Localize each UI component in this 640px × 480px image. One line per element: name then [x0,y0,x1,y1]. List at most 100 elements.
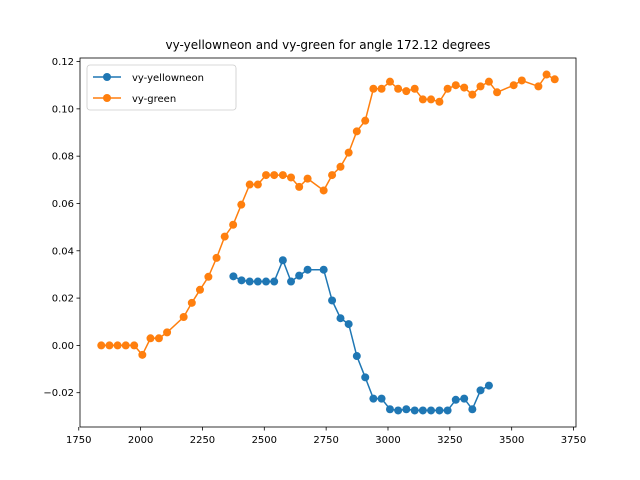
x-tick-label-3750: 3750 [561,435,586,446]
data-point-vy-yellowneon-29 [476,386,485,395]
data-point-vy-green-9 [179,313,188,322]
y-tick-label-3: 0.04 [52,246,74,257]
data-point-vy-green-5 [138,350,147,359]
legend-marker-vy-yellowneon [103,73,111,81]
axes-frame [79,57,577,428]
data-point-vy-yellowneon-27 [460,394,469,403]
legend: vy-yellowneon vy-green [86,64,237,111]
data-point-vy-green-25 [319,186,328,195]
data-point-vy-green-6 [146,334,155,343]
data-point-vy-green-17 [245,180,254,189]
data-point-vy-green-42 [460,83,469,92]
data-point-vy-green-46 [493,88,502,97]
data-point-vy-green-23 [295,182,304,191]
data-point-vy-green-32 [377,84,386,93]
data-point-vy-green-33 [385,77,394,86]
series-line-vy-green [101,73,556,357]
data-point-vy-green-2 [113,341,122,350]
data-point-vy-green-13 [212,253,221,262]
data-point-vy-yellowneon-30 [484,381,493,390]
data-point-vy-green-3 [121,341,130,350]
data-point-vy-yellowneon-5 [270,277,279,286]
data-point-vy-green-16 [237,200,246,209]
data-point-vy-yellowneon-11 [328,296,337,305]
data-point-vy-green-47 [509,81,518,90]
data-point-vy-yellowneon-6 [278,256,287,265]
data-point-vy-green-12 [204,272,213,281]
legend-label-vy-yellowneon: vy-yellowneon [132,73,204,84]
data-point-vy-green-36 [410,84,419,93]
data-point-vy-green-22 [287,173,296,182]
data-point-vy-green-15 [229,220,238,229]
data-point-vy-yellowneon-25 [443,406,452,415]
data-point-vy-green-19 [262,171,271,180]
data-point-vy-green-14 [220,232,229,241]
data-point-vy-green-40 [443,84,452,93]
y-tick-label-4: 0.06 [52,199,74,210]
data-point-vy-yellowneon-4 [262,277,271,286]
y-tick-label-5: 0.08 [52,152,74,163]
data-point-vy-green-30 [361,116,370,125]
data-point-vy-yellowneon-17 [377,394,386,403]
data-point-vy-yellowneon-28 [468,405,477,414]
data-point-vy-yellowneon-20 [402,405,411,414]
x-tick-label-3000: 3000 [375,435,400,446]
data-point-vy-green-27 [336,162,345,171]
data-point-vy-green-45 [484,77,493,86]
data-point-vy-yellowneon-3 [253,277,262,286]
data-point-vy-green-0 [97,341,106,350]
y-tick-label-7: 0.12 [52,57,74,68]
legend-label-vy-green: vy-green [132,94,176,105]
y-tick-label-0: −0.02 [43,388,74,399]
data-point-vy-green-48 [517,76,526,85]
data-point-vy-green-38 [427,95,436,104]
data-point-vy-yellowneon-0 [229,272,238,281]
data-point-vy-green-28 [344,148,353,157]
data-point-vy-green-39 [435,97,444,106]
data-point-vy-yellowneon-18 [385,405,394,414]
x-tick-label-2000: 2000 [128,435,153,446]
y-tick-label-2: 0.02 [52,294,74,305]
x-tick-label-2750: 2750 [313,435,338,446]
data-point-vy-yellowneon-1 [237,276,246,285]
data-point-vy-yellowneon-19 [394,406,403,415]
data-point-vy-yellowneon-26 [451,395,460,404]
data-point-vy-green-4 [130,341,139,350]
data-point-vy-yellowneon-24 [435,406,444,415]
data-point-vy-green-29 [352,127,361,136]
data-point-vy-yellowneon-7 [287,277,296,286]
data-point-vy-yellowneon-14 [352,352,361,361]
data-point-vy-green-7 [154,334,163,343]
legend-marker-vy-green [103,94,111,102]
data-point-vy-yellowneon-15 [361,373,370,382]
data-point-vy-yellowneon-22 [418,406,427,415]
data-point-vy-green-44 [476,82,485,91]
data-point-vy-yellowneon-10 [319,265,328,274]
x-tick-label-2250: 2250 [190,435,215,446]
data-point-vy-green-31 [369,84,378,93]
data-point-vy-green-34 [394,84,403,93]
data-point-vy-green-20 [270,171,279,180]
data-point-vy-yellowneon-13 [344,320,353,329]
data-point-vy-yellowneon-21 [410,406,419,415]
data-point-vy-yellowneon-16 [369,394,378,403]
data-point-vy-green-50 [542,70,551,79]
data-point-vy-green-10 [187,298,196,307]
data-point-vy-green-18 [253,180,262,189]
x-tick-label-1750: 1750 [66,435,91,446]
legend-box [86,64,237,111]
plot-area [97,70,559,415]
data-point-vy-yellowneon-23 [427,406,436,415]
x-tick-label-3500: 3500 [499,435,524,446]
axes: 1750 2000 2250 2500 2750 3000 3250 3500 3750 −0.0… [43,57,586,446]
data-point-vy-green-49 [534,82,543,91]
x-tick-label-2500: 2500 [252,435,277,446]
data-point-vy-green-11 [195,285,204,294]
chart-title: vy-yellowneon and vy-green for angle 172… [166,38,491,52]
data-point-vy-green-43 [468,90,477,99]
data-point-vy-green-24 [303,174,312,183]
data-point-vy-green-1 [105,341,114,350]
data-point-vy-green-26 [328,171,337,180]
data-point-vy-green-41 [451,81,460,90]
